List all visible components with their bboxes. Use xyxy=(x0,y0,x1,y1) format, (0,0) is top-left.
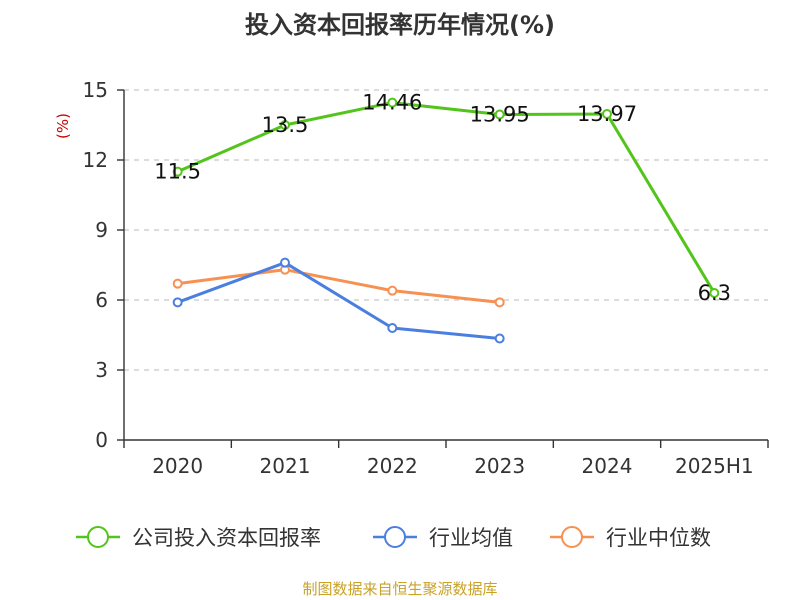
data-labels: 11.5 13.5 14.46 13.95 13.97 6.3 xyxy=(154,91,731,305)
legend-item-2[interactable]: 行业中位数 xyxy=(550,526,711,550)
x-tick-label: 2022 xyxy=(367,454,418,478)
data-label: 14.46 xyxy=(362,91,422,115)
y-tick-label: 0 xyxy=(95,428,108,452)
legend-label: 公司投入资本回报率 xyxy=(132,526,321,550)
series-line-0 xyxy=(177,101,716,294)
legend-label: 行业中位数 xyxy=(606,526,711,550)
data-point xyxy=(387,97,398,108)
data-point xyxy=(494,297,505,308)
y-axis-unit: (%) xyxy=(54,113,72,139)
legend-marker-icon xyxy=(87,526,109,548)
data-point xyxy=(387,285,398,296)
data-label: 13.5 xyxy=(262,113,309,137)
series-line-2 xyxy=(177,268,500,304)
series-lines xyxy=(172,97,720,344)
data-label: 11.5 xyxy=(154,160,201,184)
data-point xyxy=(280,120,290,130)
data-label: 13.97 xyxy=(577,102,637,126)
source-note: 制图数据来自恒生聚源数据库 xyxy=(302,580,497,598)
series-line-1 xyxy=(177,261,500,340)
data-point xyxy=(387,323,398,333)
legend-item-0[interactable]: 公司投入资本回报率 xyxy=(76,526,321,550)
grid-lines xyxy=(124,89,768,371)
data-point xyxy=(494,333,505,344)
legend-marker-icon xyxy=(384,526,406,548)
y-tick-label: 15 xyxy=(83,78,108,102)
x-tick-label: 2024 xyxy=(582,454,633,478)
data-point xyxy=(172,166,183,177)
legend: 公司投入资本回报率 行业均值 行业中位数 xyxy=(76,526,711,550)
data-label: 6.3 xyxy=(698,281,731,305)
x-tick-label: 2020 xyxy=(152,454,203,478)
y-tick-label: 6 xyxy=(95,288,108,312)
chart-title: 投入资本回报率历年情况(%) xyxy=(245,11,555,39)
axes: 0 3 6 9 12 15 2020 2021 2022 2023 2024 2025H1 xyxy=(83,78,769,478)
y-tick-label: 9 xyxy=(95,218,108,242)
data-point xyxy=(280,257,290,268)
data-label: 13.95 xyxy=(470,103,530,127)
legend-label: 行业均值 xyxy=(429,526,513,550)
x-tick-label: 2025H1 xyxy=(675,454,754,478)
data-point xyxy=(602,109,612,120)
legend-item-1[interactable]: 行业均值 xyxy=(373,526,513,550)
x-tick-label: 2023 xyxy=(474,454,525,478)
data-point xyxy=(709,288,720,298)
data-point xyxy=(494,109,505,120)
data-point xyxy=(172,278,183,289)
y-tick-label: 12 xyxy=(83,148,108,172)
legend-marker-icon xyxy=(561,526,583,548)
data-point xyxy=(172,297,183,308)
y-tick-label: 3 xyxy=(95,358,108,382)
x-tick-label: 2021 xyxy=(260,454,311,478)
